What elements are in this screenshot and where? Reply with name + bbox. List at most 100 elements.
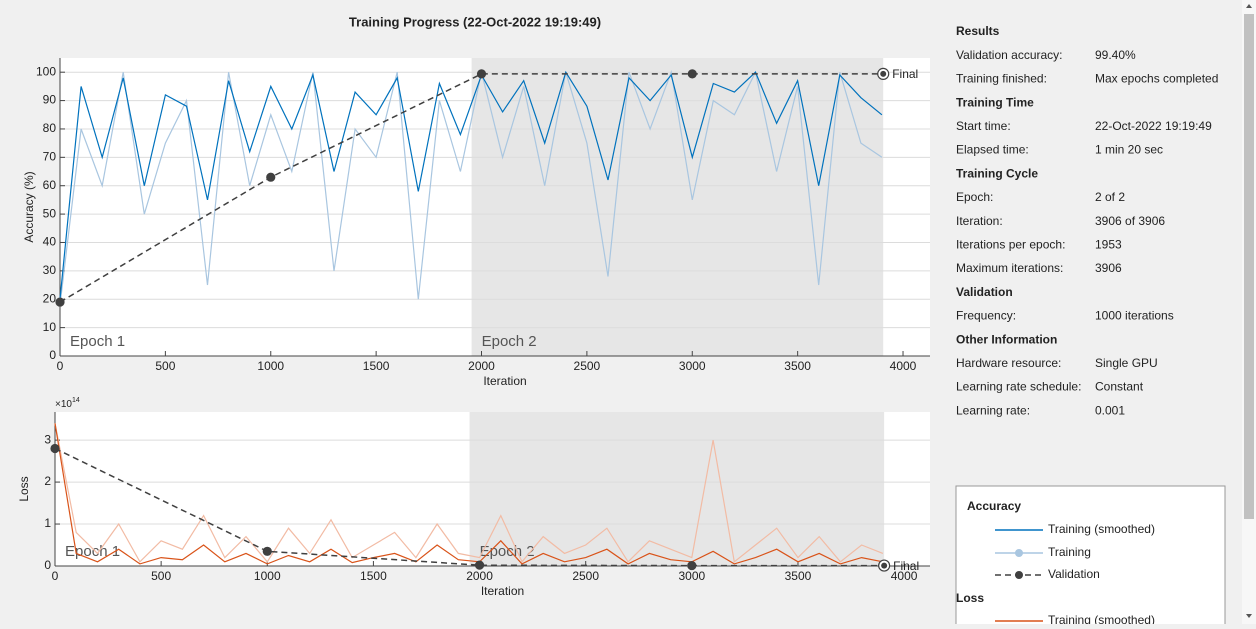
info-value: 99.40% [1095,48,1136,62]
y-tick-label: 3 [44,432,51,446]
info-value: 1000 iterations [1095,309,1174,323]
y-tick-label: 80 [43,121,57,135]
epoch-label: Epoch 1 [65,543,120,560]
series-line [54,423,884,565]
legend-dot [1015,571,1023,579]
x-tick-label: 0 [57,359,64,373]
info-value: 1953 [1095,237,1122,251]
info-value: 3906 of 3906 [1095,214,1165,228]
info-value: 0.001 [1095,403,1125,417]
info-value: Single GPU [1095,356,1158,370]
y-tick-label: 10 [43,320,57,334]
final-dot [880,70,887,77]
info-key: Hardware resource: [956,356,1061,370]
info-key: Training finished: [956,72,1047,86]
series-line [59,69,883,305]
info-key: Epoch: [956,190,993,204]
validation-point [55,297,65,307]
page-title: Training Progress (22-Oct-2022 19:19:49) [349,14,601,29]
scrollbar-thumb[interactable] [1244,14,1254,519]
legend-box [955,485,1226,629]
x-tick-label: 3500 [784,359,811,373]
legend-title: Loss [956,591,984,605]
validation-point [266,172,276,182]
x-axis-label: Iteration [481,584,524,598]
info-key: Validation accuracy: [956,48,1063,62]
legend-label: Training (smoothed) [1048,522,1155,536]
x-tick-label: 3500 [785,569,812,583]
y-multiplier-exponent: 14 [72,397,80,404]
legend-title: Accuracy [967,499,1021,513]
validation-point [50,443,60,454]
legend-label: Validation [1048,567,1100,581]
y-tick-label: 1 [44,516,51,530]
info-value: 2 of 2 [1095,190,1125,204]
x-tick-label: 0 [52,569,59,583]
x-tick-label: 2000 [468,359,495,373]
info-value: 3906 [1095,261,1122,275]
x-tick-label: 1500 [360,569,387,583]
epoch-shade [471,58,884,356]
x-tick-label: 3000 [678,569,705,583]
validation-point [687,560,697,571]
info-key: Learning rate schedule: [956,380,1081,394]
legend-label: Training [1048,545,1091,559]
final-label: Final [892,67,918,81]
y-multiplier-base: ×10 [55,399,72,410]
validation-point [687,69,697,79]
y-tick-label: 40 [43,235,57,249]
x-tick-label: 1000 [254,569,281,583]
info-value: 1 min 20 sec [1095,143,1163,157]
y-tick-label: 100 [36,64,56,78]
info-value: Constant [1095,380,1144,394]
y-tick-label: 0 [44,558,51,572]
info-value: 22-Oct-2022 19:19:49 [1095,119,1212,133]
x-tick-label: 1000 [257,359,284,373]
section-title: Results [956,24,1000,38]
x-tick-label: 4000 [890,359,917,373]
legend-dot [1015,549,1023,557]
epoch-label: Epoch 2 [482,333,537,350]
y-tick-label: 50 [43,206,57,220]
y-tick-label: 0 [49,348,56,362]
info-key: Start time: [956,119,1011,133]
y-tick-label: 30 [43,263,57,277]
final-label: Final [893,559,919,573]
epoch-label: Epoch 2 [480,543,535,560]
legend-label: Training (smoothed) [1048,613,1155,624]
section-title: Training Cycle [956,166,1038,180]
x-tick-label: 3000 [679,359,706,373]
section-title: Other Information [956,332,1057,346]
y-tick-label: 60 [43,178,57,192]
y-tick-label: 2 [44,474,51,488]
x-tick-label: 1500 [363,359,390,373]
epoch-label: Epoch 1 [70,333,125,350]
series-line [54,423,884,563]
validation-point [474,560,485,570]
final-dot [881,562,888,569]
info-key: Frequency: [956,309,1016,323]
y-tick-label: 20 [43,291,57,305]
x-tick-label: 500 [151,569,171,583]
info-key: Elapsed time: [956,143,1029,157]
series-line [59,70,883,300]
section-title: Validation [956,285,1013,299]
y-tick-label: 90 [43,93,57,107]
validation-point [476,69,487,79]
info-key: Learning rate: [956,403,1030,417]
y-tick-label: 70 [43,150,57,164]
y-axis-label: Accuracy (%) [22,171,36,242]
x-tick-label: 500 [155,359,175,373]
x-tick-label: 2000 [466,569,493,583]
info-key: Maximum iterations: [956,261,1063,275]
validation-point [262,546,272,556]
section-title: Training Time [956,95,1034,109]
x-axis-label: Iteration [483,374,526,388]
x-tick-label: 4000 [891,569,918,583]
x-tick-label: 2500 [574,359,601,373]
info-key: Iterations per epoch: [956,237,1065,251]
info-value: Max epochs completed [1095,72,1218,86]
y-axis-label: Loss [17,476,31,501]
info-key: Iteration: [956,214,1003,228]
